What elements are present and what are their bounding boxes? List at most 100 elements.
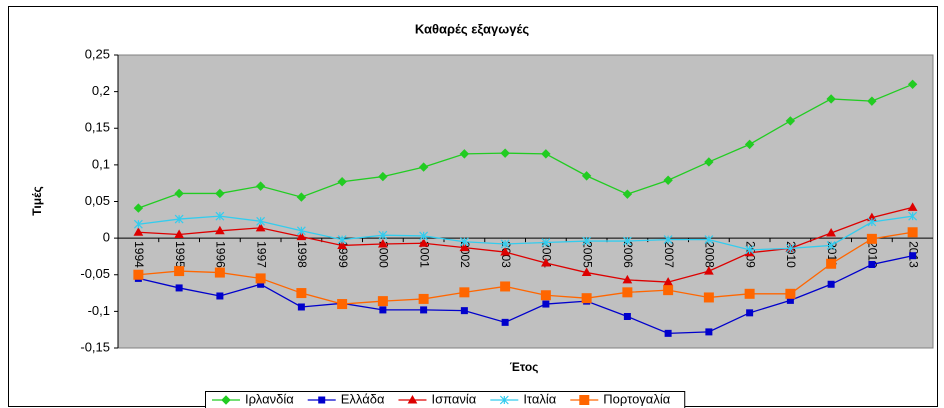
series-line — [138, 215, 913, 251]
y-tick-label: -0,15 — [80, 339, 110, 354]
legend-marker — [579, 395, 590, 405]
data-point — [785, 116, 796, 126]
data-point — [704, 266, 714, 275]
data-point — [826, 241, 836, 250]
data-point — [297, 303, 305, 311]
data-point — [744, 288, 755, 299]
series-line — [138, 231, 913, 305]
data-point — [581, 293, 592, 304]
data-point — [907, 202, 918, 211]
data-point — [215, 225, 225, 235]
data-point — [663, 175, 673, 185]
data-point — [500, 281, 511, 292]
legend-label: Ιταλία — [523, 391, 556, 406]
chart-title: Καθαρές εξαγωγές — [415, 21, 529, 36]
data-point — [826, 94, 836, 104]
data-point — [500, 247, 510, 256]
data-point — [908, 211, 918, 221]
y-tick-label: -0,05 — [80, 266, 110, 281]
data-point — [746, 309, 754, 317]
data-point — [705, 328, 713, 336]
data-point — [337, 235, 347, 245]
data-point — [907, 79, 918, 90]
legend-marker — [499, 395, 509, 405]
data-point — [459, 287, 470, 298]
data-point — [296, 226, 306, 236]
data-point — [133, 227, 144, 236]
legend-label: Ιρλανδία — [245, 391, 294, 406]
legend-marker — [318, 396, 326, 404]
legend-box — [205, 391, 686, 408]
data-point — [174, 229, 184, 238]
data-point — [337, 299, 348, 310]
legend-label: Πορτογαλία — [603, 391, 670, 406]
data-point — [459, 237, 469, 247]
data-point — [337, 177, 347, 187]
data-point — [663, 235, 673, 245]
data-point — [663, 285, 674, 296]
data-point — [418, 293, 429, 304]
data-point — [378, 230, 388, 240]
data-point — [255, 222, 266, 232]
y-axis-label: Τιμές — [30, 186, 44, 215]
data-point — [175, 284, 183, 292]
data-point — [418, 238, 429, 247]
data-point — [214, 267, 225, 278]
data-point — [379, 306, 387, 314]
legend-label: Ελλάδα — [341, 391, 385, 406]
x-tick-label: 2006 — [621, 241, 635, 268]
data-point — [909, 252, 917, 260]
data-point — [174, 266, 185, 277]
x-tick-label: 1998 — [295, 241, 309, 268]
data-point — [540, 290, 551, 301]
legend: Ιρλανδία Ελλάδα Ισπανία Ιταλία Πορτογαλία — [205, 391, 686, 408]
data-point — [744, 139, 755, 150]
data-point — [459, 242, 470, 252]
data-point — [907, 227, 918, 238]
data-point — [337, 240, 347, 249]
data-point — [255, 181, 266, 191]
x-tick-label: 1996 — [214, 241, 228, 268]
data-point — [501, 318, 509, 326]
data-point — [255, 273, 266, 284]
data-point — [704, 235, 714, 245]
data-point — [704, 157, 714, 167]
y-tick-label: 0,15 — [85, 120, 110, 135]
x-tick-label: 2005 — [580, 241, 594, 268]
data-point — [867, 96, 877, 106]
legend-marker — [221, 395, 231, 405]
x-tick-label: 2007 — [662, 241, 676, 268]
data-point — [541, 258, 551, 267]
data-point — [827, 280, 835, 288]
x-tick-label: 1994 — [132, 241, 146, 268]
data-point — [418, 162, 429, 172]
data-point — [826, 258, 837, 269]
data-point — [500, 239, 510, 249]
legend-marker — [407, 394, 418, 404]
series-line — [138, 255, 913, 335]
y-tick-label: 0,05 — [85, 193, 110, 208]
data-point — [378, 171, 388, 182]
data-point — [542, 300, 550, 308]
data-point — [378, 238, 388, 248]
data-point — [663, 277, 673, 286]
data-point — [215, 188, 225, 199]
data-point — [174, 214, 184, 224]
data-point — [215, 211, 225, 221]
data-point — [703, 292, 714, 303]
data-point — [419, 231, 429, 241]
data-point — [460, 307, 468, 315]
data-point — [622, 189, 633, 199]
x-tick-label: 2000 — [377, 241, 391, 268]
data-point — [664, 329, 672, 337]
data-point — [256, 216, 266, 226]
x-axis-label: Έτος — [510, 360, 539, 374]
data-point — [745, 245, 755, 255]
data-point — [622, 236, 632, 246]
x-tick-label: 1997 — [254, 241, 268, 268]
data-point — [296, 288, 307, 299]
data-point — [866, 233, 877, 244]
data-point — [622, 287, 633, 298]
